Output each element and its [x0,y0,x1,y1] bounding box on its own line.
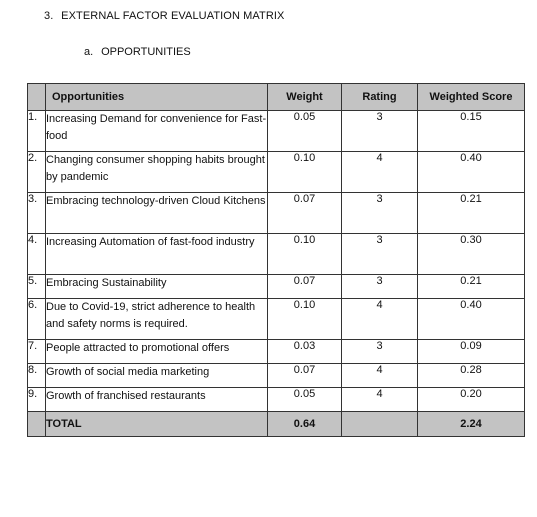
header-opportunities: Opportunities [45,83,268,111]
score-cell: 0.30 [417,233,525,275]
subsection-title: OPPORTUNITIES [101,46,191,58]
section-heading: 3. EXTERNAL FACTOR EVALUATION MATRIX [44,10,285,22]
factor-cell: Changing consumer shopping habits brough… [45,151,268,193]
table-row: 2. Changing consumer shopping habits bro… [27,151,525,193]
row-index: 7. [27,339,46,364]
row-index: 5. [27,274,46,299]
table-row: 3. Embracing technology-driven Cloud Kit… [27,192,525,234]
factor-cell: Due to Covid-19, strict adherence to hea… [45,298,268,340]
subsection-heading: a. OPPORTUNITIES [84,46,191,58]
row-index: 8. [27,363,46,388]
header-rating: Rating [341,83,418,111]
rating-cell: 3 [341,274,418,299]
total-rating [341,411,418,437]
row-index: 9. [27,387,46,412]
table-row: 6. Due to Covid-19, strict adherence to … [27,298,525,340]
header-index-cell [27,83,46,111]
weight-cell: 0.05 [267,387,342,412]
section-number: 3. [44,10,54,22]
rating-cell: 3 [341,110,418,152]
weight-cell: 0.03 [267,339,342,364]
factor-cell: Increasing Automation of fast-food indus… [45,233,268,275]
table-row: 8. Growth of social media marketing 0.07… [27,363,525,388]
weight-cell: 0.10 [267,233,342,275]
weight-cell: 0.07 [267,192,342,234]
total-score: 2.24 [417,411,525,437]
row-index: 6. [27,298,46,340]
weight-cell: 0.07 [267,363,342,388]
total-index-cell [27,411,46,437]
factor-cell: Growth of franchised restaurants [45,387,268,412]
table-row: 9. Growth of franchised restaurants 0.05… [27,387,525,412]
rating-cell: 4 [341,298,418,340]
rating-cell: 4 [341,363,418,388]
header-weighted-score: Weighted Score [417,83,525,111]
table-row: 4. Increasing Automation of fast-food in… [27,233,525,275]
row-index: 2. [27,151,46,193]
row-index: 1. [27,110,46,152]
efe-matrix-table: Opportunities Weight Rating Weighted Sco… [27,83,525,437]
section-title: EXTERNAL FACTOR EVALUATION MATRIX [61,10,285,22]
total-row: TOTAL 0.64 2.24 [27,411,525,437]
table-header-row: Opportunities Weight Rating Weighted Sco… [27,83,525,111]
weight-cell: 0.10 [267,298,342,340]
score-cell: 0.09 [417,339,525,364]
factor-cell: Growth of social media marketing [45,363,268,388]
row-index: 4. [27,233,46,275]
score-cell: 0.21 [417,274,525,299]
weight-cell: 0.05 [267,110,342,152]
subsection-number: a. [84,46,94,58]
header-weight: Weight [267,83,342,111]
rating-cell: 4 [341,151,418,193]
factor-cell: Increasing Demand for convenience for Fa… [45,110,268,152]
weight-cell: 0.07 [267,274,342,299]
weight-cell: 0.10 [267,151,342,193]
score-cell: 0.40 [417,298,525,340]
factor-cell: Embracing Sustainability [45,274,268,299]
score-cell: 0.15 [417,110,525,152]
row-index: 3. [27,192,46,234]
factor-cell: People attracted to promotional offers [45,339,268,364]
table-row: 5. Embracing Sustainability 0.07 3 0.21 [27,274,525,299]
total-weight: 0.64 [267,411,342,437]
table-row: 7. People attracted to promotional offer… [27,339,525,364]
rating-cell: 4 [341,387,418,412]
rating-cell: 3 [341,192,418,234]
score-cell: 0.40 [417,151,525,193]
rating-cell: 3 [341,339,418,364]
score-cell: 0.21 [417,192,525,234]
factor-cell: Embracing technology-driven Cloud Kitche… [45,192,268,234]
score-cell: 0.28 [417,363,525,388]
table-row: 1. Increasing Demand for convenience for… [27,110,525,152]
rating-cell: 3 [341,233,418,275]
score-cell: 0.20 [417,387,525,412]
total-label: TOTAL [45,411,268,437]
